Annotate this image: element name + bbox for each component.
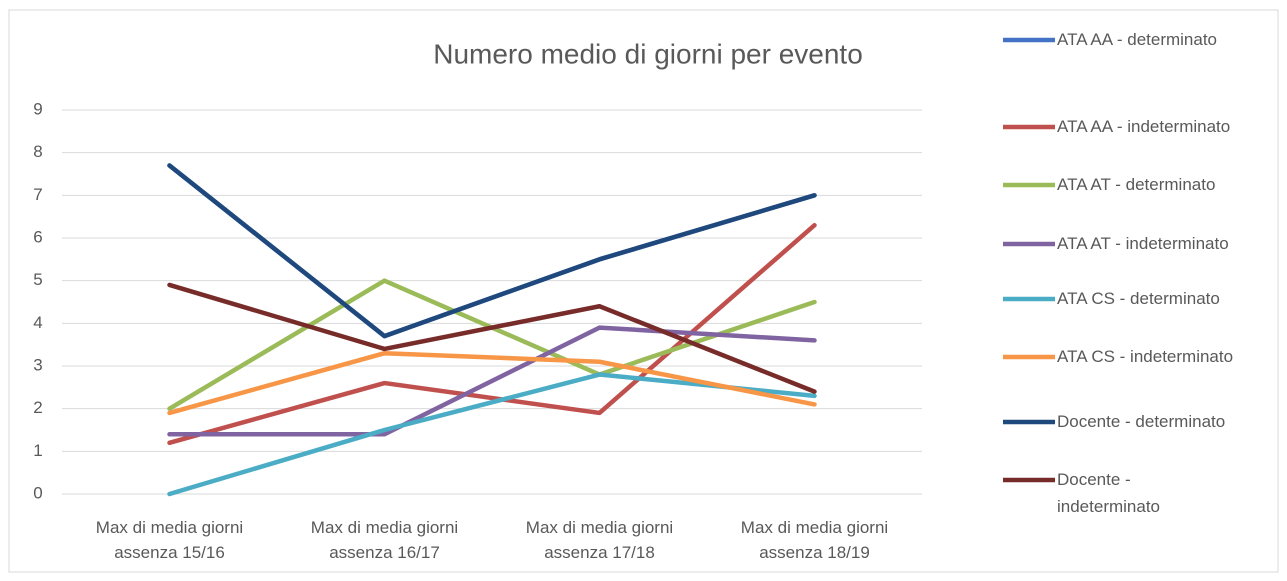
y-tick-label: 2 [33,398,42,417]
y-tick-label: 7 [33,185,42,204]
x-tick-label: Max di media giorni assenza 18/19 [740,518,889,562]
y-tick-label: 8 [33,142,42,161]
y-tick-label: 5 [33,270,42,289]
series-line [167,222,817,446]
x-tick-label: Max di media giorni assenza 16/17 [310,518,459,562]
legend-label: ATA AA - indeterminato [1057,117,1231,136]
chart-title: Numero medio di giorni per evento [433,38,863,69]
y-tick-label: 1 [33,441,42,460]
series-line [167,325,817,437]
legend-label: ATA AT - determinato [1057,175,1216,194]
series-line [167,350,817,416]
y-tick-label: 9 [33,99,42,118]
legend-label: Docente - determinato [1057,412,1226,431]
y-tick-label: 3 [33,355,42,374]
x-tick-label: Max di media giorni assenza 15/16 [95,518,244,562]
y-tick-label: 4 [33,313,42,332]
legend-label: ATA AT - indeterminato [1057,234,1229,253]
legend-label: ATA CS - indeterminato [1057,347,1234,366]
y-tick-label: 0 [33,483,42,502]
series-line [167,282,817,394]
y-tick-label: 6 [33,227,42,246]
series-line [167,163,817,339]
legend-label: ATA CS - determinato [1057,289,1220,308]
x-tick-label: Max di media giorni assenza 17/18 [525,518,674,562]
legend-label: Docente - indeterminato [1057,470,1161,516]
legend-label: ATA AA - determinato [1057,30,1218,49]
